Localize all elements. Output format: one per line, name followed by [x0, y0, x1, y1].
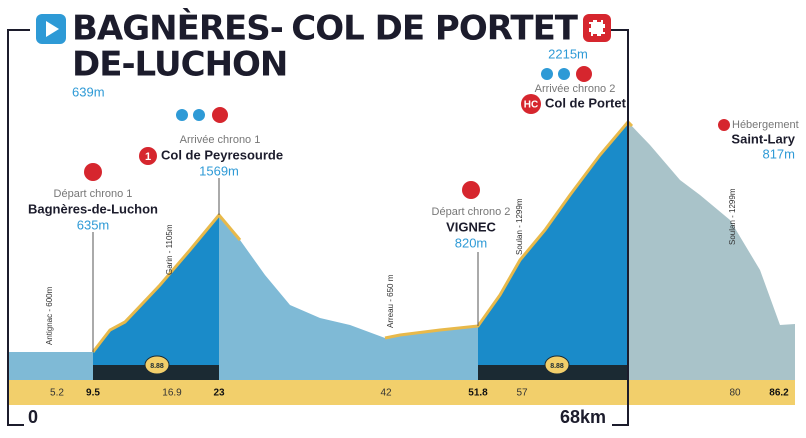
pass-label: Arreau - 650 m: [386, 274, 395, 328]
stopwatch: [544, 355, 570, 375]
altitude: 817m: [762, 146, 795, 161]
place: Saint-Lary: [731, 131, 795, 146]
altitude: 820m: [455, 235, 488, 250]
climb-2: [478, 122, 628, 365]
altitude: 635m: [77, 217, 110, 232]
altitude: 1569m: [199, 163, 239, 178]
caption: Arrivée chrono 2: [535, 83, 616, 95]
km-label: 9.5: [86, 388, 100, 399]
frame: [600, 29, 629, 426]
km-label: 16.9: [162, 388, 182, 399]
profile-light: [8, 352, 93, 380]
pass-label: Antignac - 600m: [45, 286, 54, 345]
caption: Arrivée chrono 1: [180, 134, 261, 146]
lodging-icon: [718, 119, 730, 131]
badge-text: HC: [524, 100, 538, 111]
km-band: [8, 380, 795, 405]
chrono-icon: [576, 66, 592, 82]
icon: [541, 68, 553, 80]
climb-edge: [384, 119, 634, 340]
caption: Départ chrono 2: [432, 206, 511, 218]
start-name: DE-LUCHON: [72, 45, 287, 85]
place: Bagnères-de-Luchon: [28, 201, 158, 216]
start-name: BAGNÈRES-: [72, 8, 283, 49]
chrono-text: 8.88: [550, 363, 564, 370]
place: Col de Peyresourde: [161, 147, 283, 162]
chrono-icon: [212, 107, 228, 123]
place: VIGNEC: [446, 219, 496, 234]
finish-icon: [587, 18, 607, 38]
pass-label: Soulan - 1299m: [728, 188, 737, 245]
finish-name: COL DE PORTET: [291, 9, 579, 49]
badge: [521, 94, 541, 114]
place: Col de Portet: [545, 95, 627, 110]
stopwatch: [144, 355, 170, 375]
profile-light: [219, 215, 478, 380]
pass-label: Soulan - 1299m: [515, 198, 524, 255]
caption: Hébergement: [732, 119, 799, 131]
km-label: 23: [213, 388, 225, 399]
start-altitude: 639m: [72, 84, 105, 99]
km-label: 86.2: [769, 388, 789, 399]
start-icon: [46, 21, 59, 37]
km-label: 80: [729, 388, 741, 399]
km-label: 42: [380, 388, 392, 399]
km-label: 57: [516, 388, 528, 399]
finish-altitude: 2215m: [548, 46, 588, 61]
badge-text: 1: [145, 151, 151, 163]
distance-start: 0: [28, 407, 38, 427]
icon: [193, 109, 205, 121]
pass-label: Garin - 1105m: [165, 224, 174, 275]
icon: [176, 109, 188, 121]
frame: [7, 29, 30, 426]
caption: Départ chrono 1: [54, 188, 133, 200]
km-label: 5.2: [50, 388, 64, 399]
badge: [139, 147, 157, 165]
distance-end: 68km: [560, 407, 606, 427]
km-label: 51.8: [468, 388, 488, 399]
icon: [558, 68, 570, 80]
chrono-icon: [462, 181, 480, 199]
chrono-text: 8.88: [150, 363, 164, 370]
profile-grey: [628, 122, 795, 380]
chrono-icon: [84, 163, 102, 181]
